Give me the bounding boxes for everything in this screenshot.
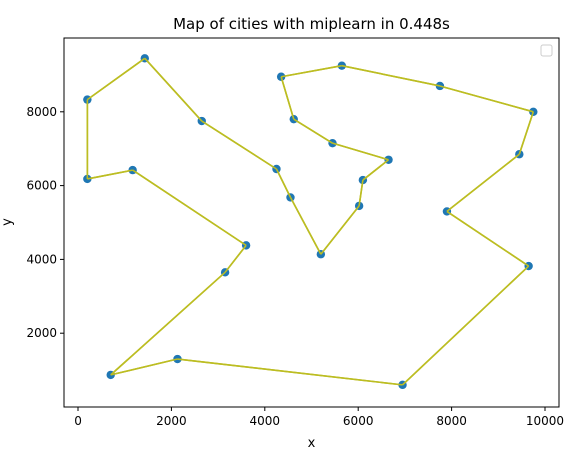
y-tick-label: 2000 [26,326,57,340]
legend-box [540,44,553,57]
route-segment-overlay [332,142,389,161]
route-segment-overlay [293,118,333,144]
route-segment-overlay [201,120,277,170]
route-segment-overlay [281,64,342,78]
city-point [173,354,182,364]
route-segment-overlay [320,205,360,255]
route-segment-overlay [518,111,535,155]
plot-background [64,38,559,407]
route-segment-overlay [224,244,247,273]
route-segment-overlay [446,153,520,213]
chart-title: Map of cities with miplearn in 0.448s [173,15,450,33]
y-tick-label: 8000 [26,105,57,119]
y-tick-label: 4000 [26,252,57,266]
route-segment-overlay [132,169,247,247]
route-segment-overlay [144,57,203,122]
x-tick-label: 0 [74,414,82,428]
route-segment-overlay [358,179,364,207]
x-tick-label: 2000 [156,414,187,428]
y-tick-label: 6000 [26,179,57,193]
x-tick-label: 6000 [343,414,374,428]
x-axis-label: x [308,436,316,451]
route-segment-overlay [110,271,226,376]
route-segment-overlay [362,159,390,181]
route-segment-overlay [87,169,133,180]
plot-frame [63,37,560,408]
route-segment-overlay [86,57,146,101]
x-tick-label: 10000 [526,414,564,428]
plot-area [64,38,559,407]
route-segment-overlay [402,265,530,386]
route-segment-overlay [439,85,534,113]
route-segment-overlay [110,358,178,376]
route-segment-overlay [289,197,322,255]
y-axis-label: y [0,218,15,226]
route-segment-overlay [177,358,403,386]
x-tick-label: 8000 [436,414,467,428]
route-segment-overlay [280,76,295,120]
x-tick-label: 4000 [250,414,281,428]
route-segment-overlay [275,168,292,198]
route-segment-overlay [341,64,441,87]
route-segment-overlay [446,210,530,267]
